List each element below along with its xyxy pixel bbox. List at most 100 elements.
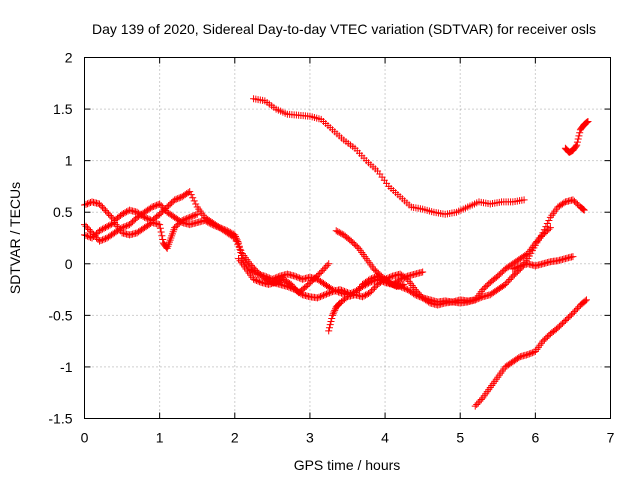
data-point — [256, 278, 264, 286]
data-point — [123, 208, 131, 216]
data-point — [339, 287, 347, 295]
data-point — [359, 293, 367, 301]
data-point — [503, 279, 511, 287]
data-point — [368, 287, 376, 295]
data-point — [304, 281, 312, 289]
data-point — [495, 271, 503, 279]
data-point — [525, 350, 533, 358]
data-point — [174, 195, 182, 203]
data-point — [90, 233, 98, 241]
data-point — [573, 141, 581, 149]
data-point — [315, 293, 323, 301]
data-point — [251, 276, 259, 284]
data-point — [540, 229, 548, 237]
data-point — [85, 199, 93, 207]
data-point — [319, 291, 327, 299]
data-point — [330, 308, 338, 316]
data-point — [323, 261, 331, 269]
data-point — [368, 275, 376, 283]
data-point — [84, 224, 92, 232]
data-point — [572, 306, 580, 314]
data-point — [507, 274, 515, 282]
data-point — [254, 277, 262, 285]
data-point — [316, 293, 324, 301]
data-point — [363, 290, 371, 298]
data-point — [340, 287, 348, 295]
data-point — [308, 277, 316, 285]
data-point — [253, 276, 261, 284]
data-point — [554, 324, 562, 332]
data-point — [474, 399, 482, 407]
data-point — [174, 221, 182, 229]
data-point — [292, 285, 300, 293]
data-point — [336, 286, 344, 294]
data-point — [385, 278, 393, 286]
x-tick-label: 4 — [381, 430, 389, 446]
data-point — [566, 312, 574, 320]
x-tick-label: 1 — [156, 430, 164, 446]
data-point — [584, 117, 592, 125]
x-tick-label: 0 — [81, 430, 89, 446]
data-point — [190, 197, 198, 205]
data-point — [295, 274, 303, 282]
data-point — [349, 239, 357, 247]
data-point — [477, 396, 485, 404]
data-point — [273, 273, 281, 281]
data-point — [369, 285, 377, 293]
data-point — [192, 200, 200, 208]
data-point — [96, 237, 104, 245]
data-point — [310, 275, 318, 283]
data-point — [347, 237, 355, 245]
data-point — [290, 284, 298, 292]
data-point — [151, 202, 159, 210]
data-point — [563, 315, 571, 323]
data-point — [102, 235, 110, 243]
series-trace-5 — [325, 268, 427, 335]
data-point — [87, 233, 95, 241]
data-point — [372, 273, 380, 281]
data-point — [579, 206, 587, 214]
data-point — [373, 268, 381, 276]
data-point — [100, 224, 108, 232]
data-point — [156, 224, 164, 232]
series-trace-3 — [81, 200, 554, 309]
data-point — [120, 209, 128, 217]
data-point — [274, 278, 282, 286]
plot-frame — [84, 57, 611, 419]
grid-lines — [84, 57, 611, 419]
data-point — [175, 219, 183, 227]
data-point — [181, 215, 189, 223]
data-point — [542, 228, 550, 236]
data-point — [483, 281, 491, 289]
data-point — [396, 275, 404, 283]
data-point — [189, 194, 197, 202]
data-point — [400, 280, 408, 288]
data-point — [314, 271, 322, 279]
data-point — [177, 193, 185, 201]
data-point — [96, 227, 104, 235]
data-point — [388, 280, 396, 288]
data-point — [100, 235, 108, 243]
data-point — [172, 195, 180, 203]
data-point — [328, 311, 336, 319]
data-point — [158, 232, 166, 240]
data-point — [130, 216, 138, 224]
data-point — [318, 292, 326, 300]
data-point — [213, 222, 221, 230]
series-trace-7 — [235, 255, 333, 297]
data-point — [186, 213, 194, 221]
data-point — [204, 218, 212, 226]
y-axis-label: SDTVAR / TECUs — [7, 182, 23, 294]
data-point — [479, 286, 487, 294]
series-trace-1 — [250, 95, 528, 218]
data-point — [103, 223, 111, 231]
data-point — [522, 251, 530, 259]
data-point — [159, 235, 167, 243]
y-tick-label: 0 — [65, 256, 73, 272]
data-point — [498, 268, 506, 276]
data-point — [328, 314, 336, 322]
series-trace-10 — [471, 296, 590, 410]
data-point — [292, 273, 300, 281]
data-point — [150, 202, 158, 210]
